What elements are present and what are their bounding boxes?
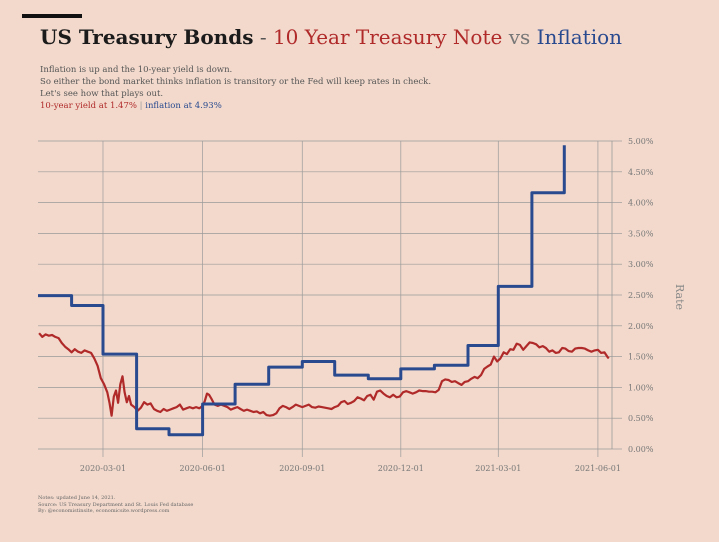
y-tick-label: 2.50% [628,291,654,300]
current-values: 10-year yield at 1.47% | inflation at 4.… [40,101,222,111]
yield-status: 10-year yield at 1.47% [40,101,137,111]
title-series-blue: Inflation [536,25,623,49]
x-tick-label: 2020-06-01 [180,464,226,473]
title-series-red: 10 Year Treasury Note [272,25,503,49]
title-dash: - [259,25,267,49]
y-tick-label: 0.00% [628,445,654,454]
footnote-line: Source: US Treasury Department and St. L… [38,501,194,508]
x-tick-label: 2021-03-01 [475,464,521,473]
y-tick-label: 3.50% [628,229,654,238]
series-layer [38,145,610,437]
series-line-inflation [38,145,566,437]
y-tick-label: 4.50% [628,168,654,177]
title-main: US Treasury Bonds [40,25,254,49]
y-tick-label: 1.50% [628,353,654,362]
footnotes: Notes: updated June 14, 2021. Source: US… [38,495,193,515]
x-tick-label: 2020-12-01 [378,464,424,473]
y-tick-label: 4.00% [628,199,654,208]
subtitle-line: So either the bond market thinks inflati… [40,77,432,87]
status-separator: | [139,101,143,111]
y-tick-label: 1.00% [628,383,654,392]
y-tick-label: 2.00% [628,322,654,331]
grid [38,140,612,457]
footnote-line: By: @economistinsite, economicsite.wordp… [38,508,170,514]
title-vs: vs [508,25,531,49]
top-accent-bar [22,14,82,18]
inflation-status: inflation at 4.93% [145,101,222,111]
y-axis-title: Rate [673,284,686,310]
series-line-yield [38,332,610,417]
x-axis: 2020-03-01 2020-06-01 2020-09-01 2020-12-01… [80,464,621,473]
y-tick-label: 3.00% [628,260,654,269]
x-tick-label: 2020-09-01 [279,464,325,473]
subtitle-line: Let's see how that plays out. [40,89,164,99]
subtitle-line: Inflation is up and the 10-year yield is… [40,65,233,75]
x-tick-label: 2021-06-01 [575,464,621,473]
x-tick-label: 2020-03-01 [80,464,126,473]
y-tick-label: 0.50% [628,414,654,423]
chart-title: US Treasury Bonds - 10 Year Treasury Not… [40,24,622,50]
footnote-line: Notes: updated June 14, 2021. [38,495,116,501]
y-axis: 0.00% 0.50% 1.00% 1.50% 2.00% 2.50% 3.00% 3.50%… [611,137,654,454]
chart-subtitle: Inflation is up and the 10-year yield is… [40,64,600,100]
y-tick-label: 5.00% [628,137,654,146]
